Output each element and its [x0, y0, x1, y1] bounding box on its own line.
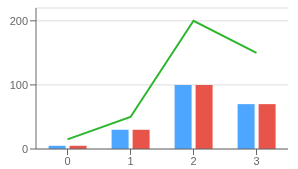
- svg-text:0: 0: [22, 143, 28, 155]
- svg-text:0: 0: [64, 155, 70, 167]
- svg-text:3: 3: [253, 155, 259, 167]
- svg-text:1: 1: [127, 155, 133, 167]
- svg-text:200: 200: [10, 15, 28, 27]
- svg-text:2: 2: [190, 155, 196, 167]
- svg-text:100: 100: [10, 79, 28, 91]
